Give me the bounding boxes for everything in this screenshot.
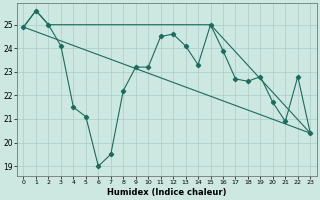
X-axis label: Humidex (Indice chaleur): Humidex (Indice chaleur)	[107, 188, 227, 197]
